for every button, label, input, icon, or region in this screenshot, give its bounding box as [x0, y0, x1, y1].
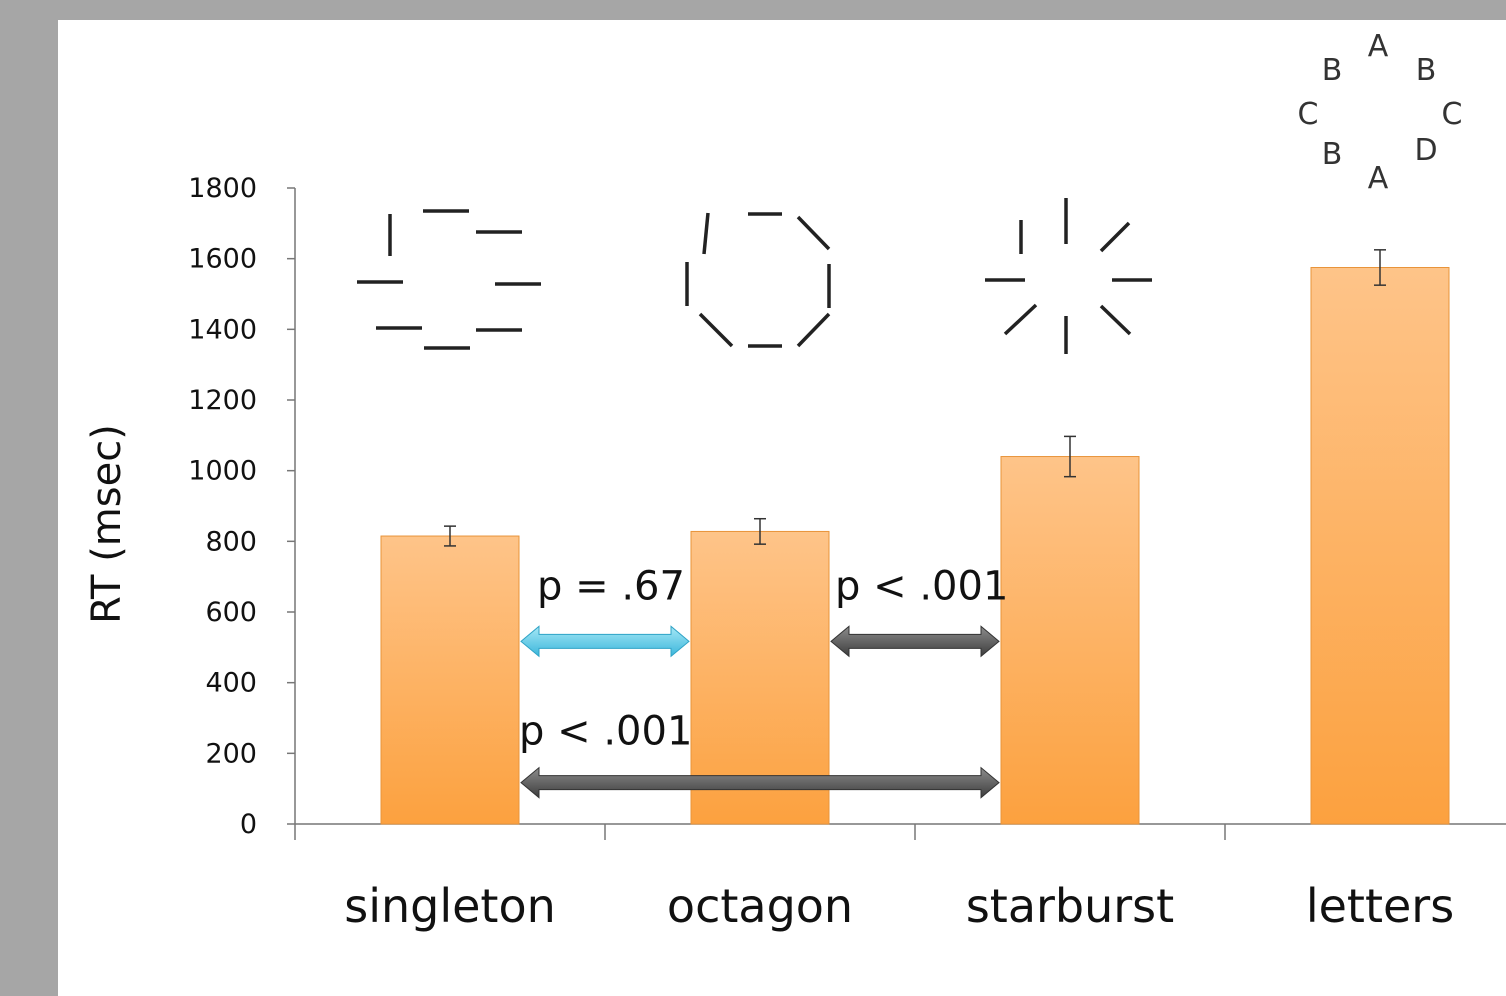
- letters-stimulus-glyph: B: [1322, 53, 1343, 88]
- letters-stimulus-glyph: B: [1322, 137, 1343, 172]
- comparison-arrow-0: [520, 625, 690, 658]
- letters-stimulus-glyph: A: [1368, 29, 1389, 64]
- y-tick-label: 1800: [188, 173, 257, 204]
- starburst-stimulus-segment: [1099, 221, 1131, 253]
- bar-letters: [1310, 267, 1450, 825]
- comparison-arrow-2: [520, 766, 1000, 799]
- comparisons: p = .67 p < .001 p < .001: [519, 563, 1008, 799]
- letters-stimulus-glyph: D: [1414, 133, 1437, 168]
- category-label-starburst: starburst: [966, 879, 1174, 933]
- comparison-label-0: p = .67: [537, 563, 685, 609]
- letters-stimulus-glyph: A: [1368, 161, 1389, 196]
- octagon-stimulus-segment: [698, 312, 734, 348]
- y-axis-label: RT (msec): [84, 424, 130, 624]
- bars: singleton octagon starburst letters: [344, 249, 1454, 933]
- y-tick-label: 1000: [188, 456, 257, 487]
- category-label-singleton: singleton: [344, 879, 556, 933]
- y-tick-label: 200: [205, 738, 257, 769]
- bar-starburst: [1000, 456, 1140, 825]
- starburst-stimulus-segment: [1003, 303, 1038, 336]
- octagon-stimulus-segment: [702, 212, 710, 255]
- bar-chart: AB BC CB DA 0200400600800100012001400160018…: [84, 29, 1506, 933]
- y-tick-label: 1200: [188, 385, 257, 416]
- category-label-letters: letters: [1306, 879, 1454, 933]
- comparison-label-1: p < .001: [835, 563, 1008, 609]
- octagon-stimulus-segment: [796, 312, 831, 348]
- y-tick-label: 800: [205, 526, 257, 557]
- bar-singleton: [380, 535, 520, 825]
- y-tick-label: 600: [205, 597, 257, 628]
- y-tick-label: 0: [240, 809, 257, 840]
- stimulus-icons: AB BC CB DA: [357, 29, 1462, 354]
- letters-stimulus-glyph: C: [1298, 97, 1319, 132]
- y-tick-label: 1400: [188, 314, 257, 345]
- octagon-stimulus-segment: [796, 215, 831, 251]
- category-label-octagon: octagon: [667, 879, 853, 933]
- letters-stimulus-glyph: B: [1416, 53, 1437, 88]
- comparison-arrow-1: [830, 625, 1000, 658]
- letters-stimulus-glyph: C: [1442, 97, 1463, 132]
- comparison-label-2: p < .001: [519, 709, 692, 755]
- y-tick-label: 1600: [188, 244, 257, 275]
- y-tick-label: 400: [205, 668, 257, 699]
- starburst-stimulus-segment: [1099, 304, 1132, 336]
